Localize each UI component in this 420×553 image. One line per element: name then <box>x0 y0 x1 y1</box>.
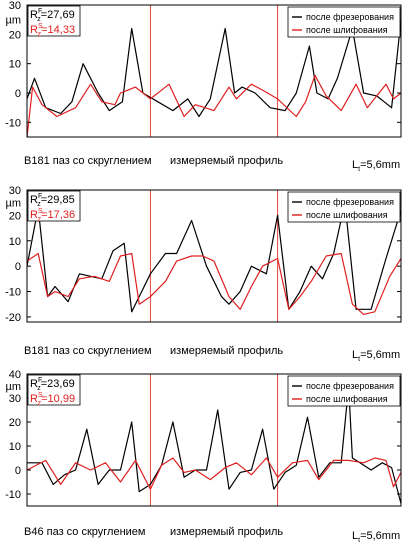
rz-milling-label-sub: z <box>37 385 41 392</box>
rz-milling-label-symbol: R <box>30 194 38 206</box>
legend-entry: после шлифования <box>306 210 388 220</box>
rz-milling-label-sup: F <box>38 377 42 384</box>
y-tick-label: 10 <box>9 236 21 248</box>
rz-grinding-label-sup: S <box>38 208 43 215</box>
y-tick-label: 0 <box>15 88 21 100</box>
y-tick-label: 10 <box>9 59 21 71</box>
rz-milling-label-value: =27,69 <box>41 9 75 21</box>
y-tick-label: 30 <box>9 0 21 12</box>
rz-grinding-label-sub: z <box>38 216 42 223</box>
plot-frame <box>26 373 402 507</box>
length-label: Lt=5,6mm <box>352 159 400 173</box>
y-tick-label: 20 <box>9 417 21 429</box>
length-symbol: L <box>352 159 358 171</box>
rz-milling-label-sub: z <box>37 201 41 208</box>
rz-grinding-label-sup: S <box>38 23 43 30</box>
rz-box <box>27 190 81 222</box>
length-sub: t <box>358 356 360 363</box>
y-tick-label: 20 <box>9 29 21 41</box>
rz-grinding-label-sup: S <box>38 392 43 399</box>
series-milling-line <box>26 202 402 313</box>
length-sub: t <box>358 166 360 173</box>
rz-milling-label: RF z=29,85 <box>30 193 75 208</box>
rz-grinding-label-value: =14,33 <box>41 24 75 36</box>
rz-box <box>27 5 81 37</box>
length-value: =5,6mm <box>360 530 400 542</box>
y-tick-label: 20 <box>9 210 21 222</box>
series-grinding-line <box>26 74 402 138</box>
plot-frame <box>26 189 402 323</box>
rz-grinding-label-value: =17,36 <box>41 209 75 221</box>
y-axis-unit-label: µm <box>5 381 21 393</box>
rz-milling-label-sup: F <box>38 8 42 15</box>
rz-milling-label-value: =29,85 <box>41 194 75 206</box>
rz-box <box>27 374 81 406</box>
rz-grinding-label-sub: z <box>38 400 42 407</box>
length-label: Lt=5,6mm <box>352 530 400 544</box>
legend-entry: после фрезерования <box>306 12 394 22</box>
y-tick-label: 30 <box>9 185 21 197</box>
length-symbol: L <box>352 530 358 542</box>
length-sub: t <box>358 537 360 544</box>
y-tick-label: 10 <box>9 441 21 453</box>
y-tick-label: 30 <box>9 393 21 405</box>
y-tick-label: -10 <box>5 287 21 299</box>
legend <box>287 375 401 407</box>
series-grinding-line <box>26 252 402 315</box>
caption-sample: B46 паз со скруглением <box>24 526 146 538</box>
y-tick-label: -10 <box>5 117 21 129</box>
y-tick-label: 40 <box>9 369 21 381</box>
rz-grinding-label-symbol: R <box>30 393 38 405</box>
length-value: =5,6mm <box>360 349 400 361</box>
rz-milling-label: RF z=27,69 <box>30 8 75 23</box>
rz-milling-label-symbol: R <box>30 378 38 390</box>
y-tick-label: -10 <box>5 489 21 501</box>
y-tick-label: 0 <box>15 465 21 477</box>
length-symbol: L <box>352 349 358 361</box>
caption-profile: измеряемый профиль <box>170 155 283 167</box>
rz-grinding-label-value: =10,99 <box>41 393 75 405</box>
rz-milling-label: RF z=23,69 <box>30 377 75 392</box>
length-value: =5,6mm <box>360 159 400 171</box>
rz-grinding-label-symbol: R <box>30 24 38 36</box>
legend-entry: после фрезерования <box>306 381 394 391</box>
rz-grinding-label: RS z=10,99 <box>30 392 75 407</box>
rz-grinding-label-sub: z <box>38 31 42 38</box>
y-axis-unit-label: µm <box>5 15 21 27</box>
caption-sample: B181 паз со скруглением <box>24 345 152 357</box>
length-label: Lt=5,6mm <box>352 349 400 363</box>
rz-milling-label-sub: z <box>37 16 41 23</box>
y-tick-label: -20 <box>5 312 21 324</box>
rz-milling-label-symbol: R <box>30 9 38 21</box>
rz-grinding-label: RS z=17,36 <box>30 208 75 223</box>
caption-profile: измеряемый профиль <box>170 345 283 357</box>
caption-sample: B181 паз со скруглением <box>24 155 152 167</box>
series-milling-line <box>26 19 402 118</box>
legend-entry: после шлифования <box>306 394 388 404</box>
y-axis-unit-label: µm <box>5 198 21 210</box>
rz-milling-label-value: =23,69 <box>41 378 75 390</box>
series-grinding-line <box>26 457 402 490</box>
legend-entry: после шлифования <box>306 25 388 35</box>
caption-profile: измеряемый профиль <box>170 526 283 538</box>
rz-grinding-label-symbol: R <box>30 209 38 221</box>
plot-frame <box>26 4 402 138</box>
legend-entry: после фрезерования <box>306 197 394 207</box>
rz-milling-label-sup: F <box>38 193 42 200</box>
rz-grinding-label: RS z=14,33 <box>30 23 75 38</box>
legend <box>287 6 401 38</box>
y-tick-label: 0 <box>15 261 21 273</box>
legend <box>287 191 401 223</box>
